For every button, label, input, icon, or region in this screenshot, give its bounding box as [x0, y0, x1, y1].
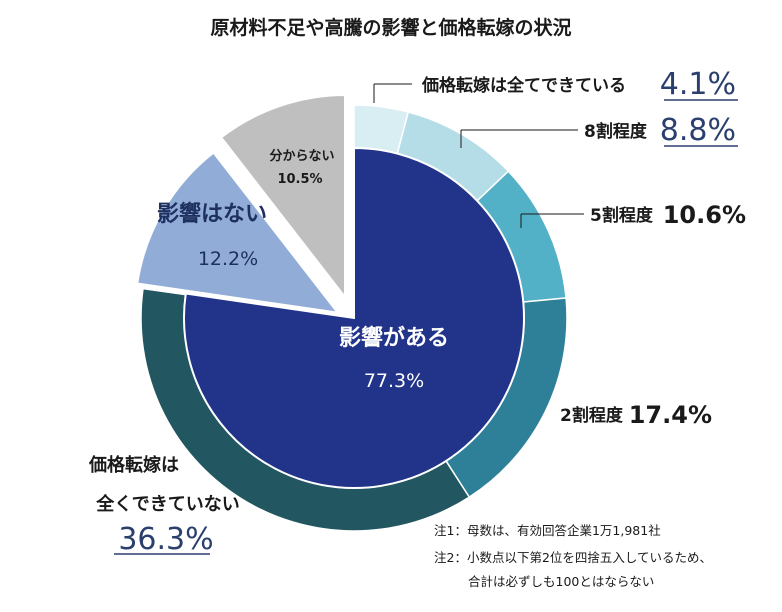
- inner-pie-slice: [183, 146, 525, 489]
- inner-pie-slice: [133, 148, 345, 317]
- outer-slice-label: 価格転嫁は: [88, 454, 179, 476]
- inner-pie-slice: [216, 91, 348, 306]
- outer-slice-label: 価格転嫁は全てできている: [421, 75, 626, 96]
- footnote: 注1：母数は、有効回答企業1万1,981社: [434, 523, 661, 538]
- inner-slice-label: 影響がある: [339, 325, 449, 351]
- chart-title: 原材料不足や高騰の影響と価格転嫁の状況: [210, 16, 571, 39]
- outer-slice-value: 17.4%: [629, 401, 712, 429]
- outer-slice-value: 36.3%: [118, 522, 213, 557]
- outer-slice-label: 2割程度: [560, 405, 624, 426]
- outer-slice-label: 全くできていない: [95, 493, 239, 515]
- inner-slice-label: 分からない: [269, 148, 334, 164]
- outer-slice-value: 4.1%: [660, 67, 736, 102]
- outer-slice-value: 8.8%: [660, 113, 736, 148]
- outer-slice-label: 8割程度: [584, 121, 648, 142]
- inner-slice-value: 77.3%: [364, 370, 424, 392]
- footnote: 注2：小数点以下第2位を四捨五入しているため、: [434, 550, 712, 565]
- inner-slice-label: 影響はない: [157, 201, 267, 227]
- inner-slice-value: 12.2%: [198, 248, 258, 270]
- footnote: 合計は必ずしも100とはならない: [468, 574, 654, 589]
- outer-slice-label: 5割程度: [590, 205, 654, 226]
- outer-slice-value: 10.6%: [663, 201, 746, 229]
- inner-slice-value: 10.5%: [277, 172, 322, 187]
